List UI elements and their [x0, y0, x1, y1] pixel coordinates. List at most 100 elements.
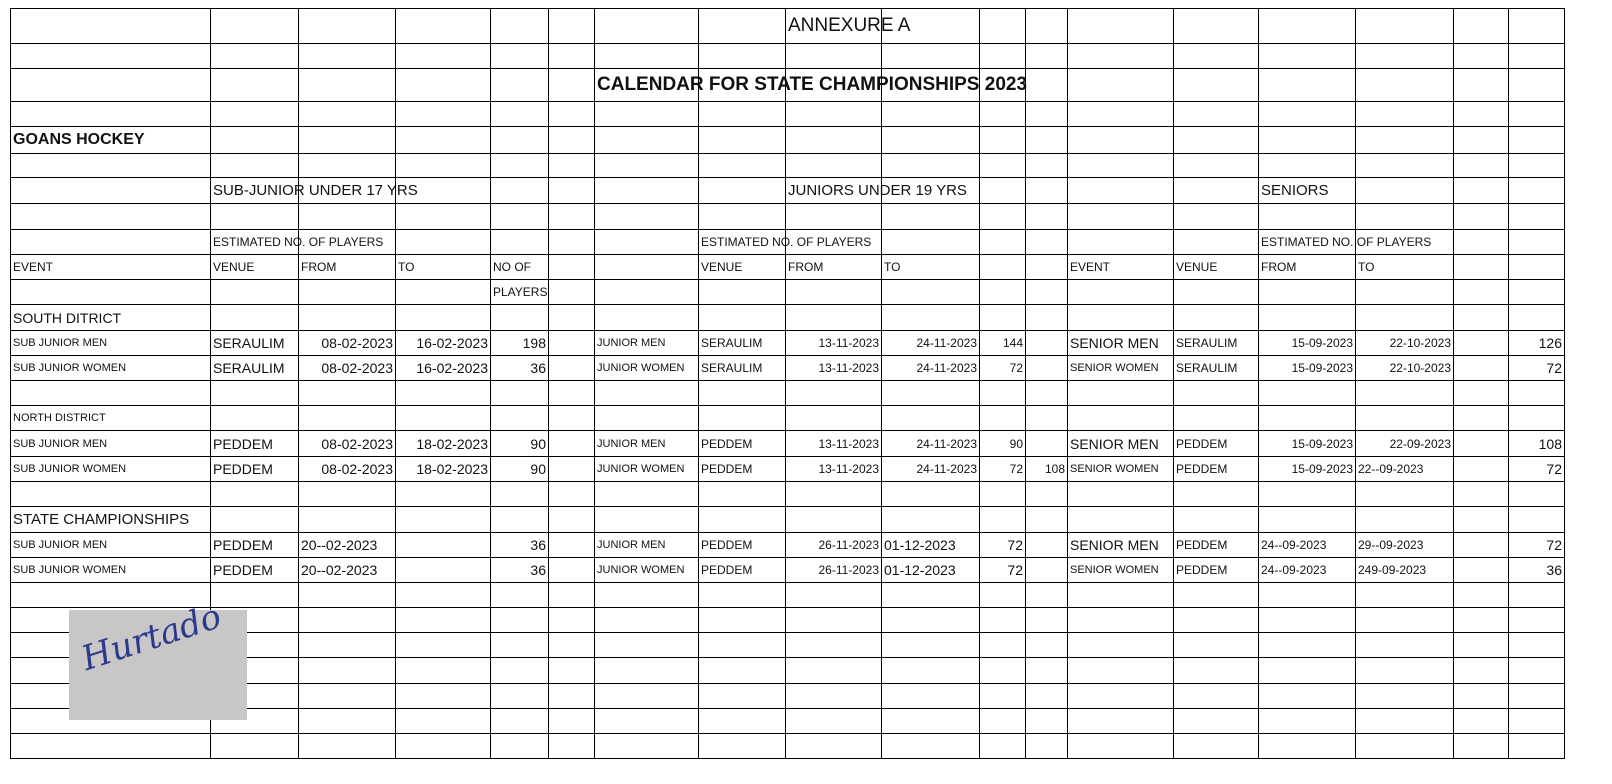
cell[interactable] — [698, 506, 786, 533]
cell[interactable] — [548, 43, 595, 69]
cell[interactable] — [594, 153, 699, 178]
cell[interactable]: ANNEXURE A — [785, 8, 910, 44]
cell[interactable] — [1067, 708, 1174, 734]
cell[interactable] — [785, 506, 882, 533]
cell[interactable]: PEDDEM — [210, 532, 299, 558]
cell[interactable] — [881, 43, 980, 69]
cell[interactable] — [979, 101, 1026, 127]
cell[interactable] — [395, 229, 491, 255]
cell[interactable] — [395, 8, 491, 44]
cell[interactable] — [1453, 68, 1509, 102]
cell[interactable] — [548, 456, 595, 482]
cell[interactable]: 72 — [1508, 355, 1565, 381]
cell[interactable] — [395, 101, 491, 127]
cell[interactable] — [594, 733, 699, 759]
cell[interactable] — [1355, 177, 1454, 204]
cell[interactable] — [10, 380, 211, 406]
cell[interactable]: PEDDEM — [698, 532, 786, 558]
cell[interactable] — [1025, 153, 1068, 178]
cell[interactable] — [979, 126, 1026, 154]
cell[interactable]: JUNIORS UNDER 19 YRS — [785, 177, 967, 204]
cell[interactable] — [490, 177, 549, 204]
cell[interactable] — [881, 733, 980, 759]
cell[interactable] — [298, 607, 396, 633]
cell[interactable]: JUNIOR MEN — [594, 330, 699, 356]
cell[interactable] — [1453, 8, 1509, 44]
cell[interactable] — [395, 708, 491, 734]
cell[interactable]: TO — [1355, 254, 1454, 280]
cell[interactable] — [594, 607, 699, 633]
cell[interactable] — [210, 304, 299, 331]
cell[interactable] — [1453, 456, 1509, 482]
cell[interactable] — [210, 481, 299, 507]
cell[interactable] — [490, 405, 549, 431]
cell[interactable] — [1067, 43, 1174, 69]
cell[interactable] — [979, 607, 1026, 633]
cell[interactable] — [1067, 153, 1174, 178]
cell[interactable] — [698, 279, 786, 305]
cell[interactable] — [490, 203, 549, 230]
cell[interactable] — [1258, 279, 1356, 305]
cell[interactable] — [698, 632, 786, 658]
cell[interactable] — [395, 733, 491, 759]
cell[interactable] — [1025, 582, 1068, 608]
cell[interactable] — [1508, 254, 1565, 280]
cell[interactable] — [298, 68, 396, 102]
cell[interactable] — [1355, 304, 1454, 331]
cell[interactable] — [1025, 481, 1068, 507]
cell[interactable]: 26-11-2023 — [785, 557, 882, 583]
cell[interactable]: 01-12-2023 — [881, 532, 980, 558]
cell[interactable] — [1453, 279, 1509, 305]
cell[interactable] — [1067, 279, 1174, 305]
cell[interactable] — [1258, 203, 1356, 230]
cell[interactable] — [881, 203, 980, 230]
cell[interactable] — [1355, 607, 1454, 633]
cell[interactable]: 29--09-2023 — [1355, 532, 1454, 558]
cell[interactable] — [10, 101, 211, 127]
cell[interactable] — [1067, 380, 1174, 406]
cell[interactable] — [1355, 683, 1454, 709]
cell[interactable] — [298, 405, 396, 431]
cell[interactable]: GOANS HOCKEY — [10, 126, 211, 154]
cell[interactable] — [698, 153, 786, 178]
cell[interactable] — [395, 532, 491, 558]
cell[interactable]: FROM — [1258, 254, 1356, 280]
cell[interactable] — [1067, 607, 1174, 633]
cell[interactable] — [594, 632, 699, 658]
cell[interactable] — [548, 355, 595, 381]
cell[interactable] — [594, 279, 699, 305]
cell[interactable] — [594, 304, 699, 331]
cell[interactable] — [1453, 43, 1509, 69]
cell[interactable] — [1508, 683, 1565, 709]
cell[interactable] — [1355, 279, 1454, 305]
cell[interactable] — [881, 607, 980, 633]
cell[interactable] — [1453, 632, 1509, 658]
cell[interactable] — [594, 203, 699, 230]
cell[interactable] — [10, 8, 211, 44]
cell[interactable] — [1453, 330, 1509, 356]
cell[interactable] — [1508, 8, 1565, 44]
cell[interactable]: 16-02-2023 — [395, 355, 491, 381]
cell[interactable] — [1173, 708, 1259, 734]
cell[interactable] — [490, 582, 549, 608]
cell[interactable]: PEDDEM — [1173, 532, 1259, 558]
cell[interactable] — [1355, 733, 1454, 759]
cell[interactable] — [1173, 582, 1259, 608]
cell[interactable] — [1173, 126, 1259, 154]
cell[interactable] — [395, 607, 491, 633]
cell[interactable]: 126 — [1508, 330, 1565, 356]
cell[interactable]: 72 — [1508, 532, 1565, 558]
cell[interactable] — [698, 126, 786, 154]
cell[interactable] — [979, 68, 1026, 102]
cell[interactable] — [698, 708, 786, 734]
cell[interactable] — [548, 68, 595, 102]
cell[interactable] — [298, 203, 396, 230]
cell[interactable] — [594, 177, 699, 204]
cell[interactable]: 36 — [490, 355, 549, 381]
cell[interactable] — [979, 733, 1026, 759]
cell[interactable]: 13-11-2023 — [785, 330, 882, 356]
cell[interactable] — [1508, 43, 1565, 69]
cell[interactable] — [1258, 506, 1356, 533]
cell[interactable]: JUNIOR WOMEN — [594, 355, 699, 381]
cell[interactable]: 08-02-2023 — [298, 355, 396, 381]
